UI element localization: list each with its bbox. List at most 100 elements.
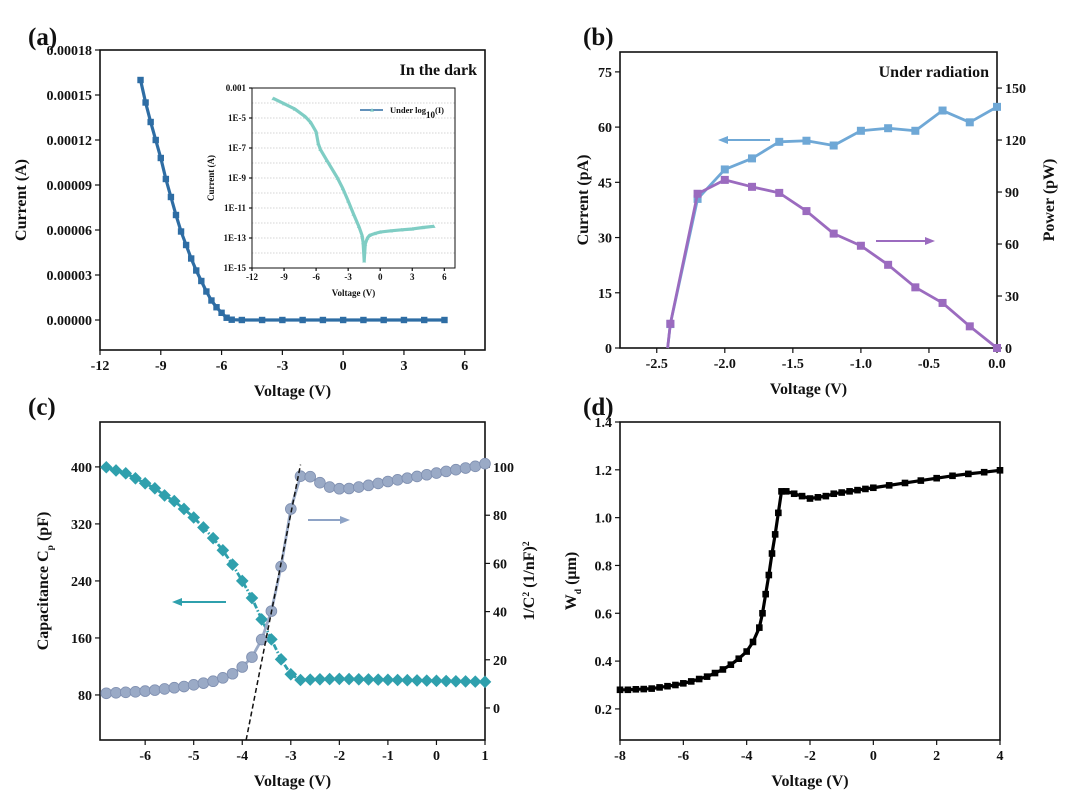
data-point [203, 288, 210, 295]
data-point [314, 476, 326, 489]
data-point [172, 211, 180, 219]
data-point [324, 158, 329, 162]
data-point [216, 543, 230, 557]
data-point [381, 673, 395, 687]
x-tick-label: -1.0 [850, 357, 872, 372]
data-point [365, 236, 370, 240]
data-point [720, 175, 729, 184]
y-tick-label: 1E-15 [224, 263, 247, 273]
x-axis-title-part: Voltage (V) [770, 381, 847, 398]
y-tick-label: 80 [78, 689, 92, 704]
x-tick-label: 1 [482, 749, 489, 764]
data-point [342, 672, 356, 686]
data-point [129, 686, 142, 698]
data-point [762, 590, 769, 598]
data-point [177, 228, 185, 235]
data-point [806, 495, 814, 502]
data-point [478, 675, 492, 689]
y-tick-label: 0.00000 [47, 314, 93, 329]
y-tick-label: 1.2 [595, 464, 613, 479]
x-tick-label: -12 [246, 272, 258, 282]
data-point [218, 309, 225, 316]
data-point [399, 227, 404, 232]
y-tick-label: 240 [71, 575, 92, 590]
data-point [129, 472, 142, 485]
y-tick-label: 1E-13 [224, 233, 247, 243]
data-point [420, 674, 434, 687]
y2-tick-label: 30 [1005, 290, 1019, 305]
y-tick-label: 1E-11 [224, 203, 247, 213]
data-point [245, 591, 259, 605]
y-tick-label: 0.6 [595, 607, 613, 622]
data-point [469, 460, 482, 473]
data-point [885, 482, 893, 489]
data-point [157, 154, 164, 162]
data-point [440, 465, 452, 478]
data-point [938, 298, 947, 307]
data-point [208, 297, 215, 304]
data-point [109, 464, 123, 477]
data-point [401, 472, 414, 484]
data-point [830, 490, 838, 498]
data-point [431, 224, 436, 228]
legend-label-part: 10 [426, 110, 436, 120]
data-point [648, 685, 655, 692]
inset-y-axis-title: Current (A) [206, 155, 216, 201]
y2-axis-title-part: (1/nF) [521, 546, 538, 592]
data-point [100, 460, 113, 474]
data-point [410, 226, 415, 231]
data-point [782, 488, 790, 495]
data-point [802, 207, 811, 216]
x-tick-label: -0.5 [918, 357, 940, 372]
x-tick-label: 6 [461, 359, 468, 374]
data-point [279, 316, 286, 324]
data-point [459, 462, 472, 474]
data-point [119, 467, 133, 480]
data-point [187, 255, 195, 262]
data-point [829, 141, 838, 150]
data-point [284, 667, 298, 681]
data-point [193, 267, 200, 274]
data-point [965, 118, 974, 127]
y-tick-label: 0.4 [595, 655, 613, 670]
x-tick-label: -8 [614, 749, 626, 764]
x-tick-label: -6 [139, 749, 151, 764]
panel-label: (d) [583, 394, 614, 421]
data-point [870, 484, 877, 492]
y-tick-label: 160 [71, 632, 92, 647]
x-tick-label: 0.0 [988, 357, 1006, 372]
y-axis-title: Current (pA) [575, 155, 592, 246]
data-point [980, 468, 988, 476]
data-point [735, 655, 743, 663]
data-point [822, 492, 830, 500]
y-tick-label: 75 [598, 66, 612, 81]
series-wd [616, 466, 1004, 694]
x-axis-title: Voltage (V) [771, 773, 848, 790]
x-tick-label: -6 [677, 749, 689, 764]
data-point [711, 669, 719, 677]
data-point [236, 661, 249, 673]
x-tick-label: -6 [312, 272, 320, 282]
axes-2: -6 -5 -4 -3 -2 -1 0 1 80 160 240 320 400 0 20 40 60 80 100 [71, 421, 514, 764]
x-tick-label: -1 [382, 749, 394, 764]
y2-tick-label: 20 [493, 654, 507, 669]
y2-tick-label: 40 [493, 606, 507, 621]
y2-axis-title-part: 2 [522, 541, 532, 546]
data-point [949, 472, 956, 480]
data-point [814, 494, 822, 501]
legend-label-part: (I) [435, 105, 444, 115]
data-point [323, 672, 336, 686]
axes-3: -8 -6 -4 -2 0 2 4 0.2 0.4 0.6 0.8 1.0 1.2 1.4 [595, 416, 1004, 764]
data-point [884, 260, 893, 269]
data-point [748, 182, 757, 191]
data-point [479, 457, 491, 470]
data-point [672, 681, 679, 689]
arrow-head [718, 136, 728, 144]
data-point [346, 198, 351, 203]
x-axis-title-part: Voltage (V) [771, 773, 848, 790]
axis-arrow-left [718, 136, 770, 144]
y-tick-label: 45 [598, 176, 612, 191]
y-axis-title-part: Capacitance C [35, 550, 52, 650]
series-1-c-2 [100, 457, 491, 700]
data-point [182, 241, 190, 249]
